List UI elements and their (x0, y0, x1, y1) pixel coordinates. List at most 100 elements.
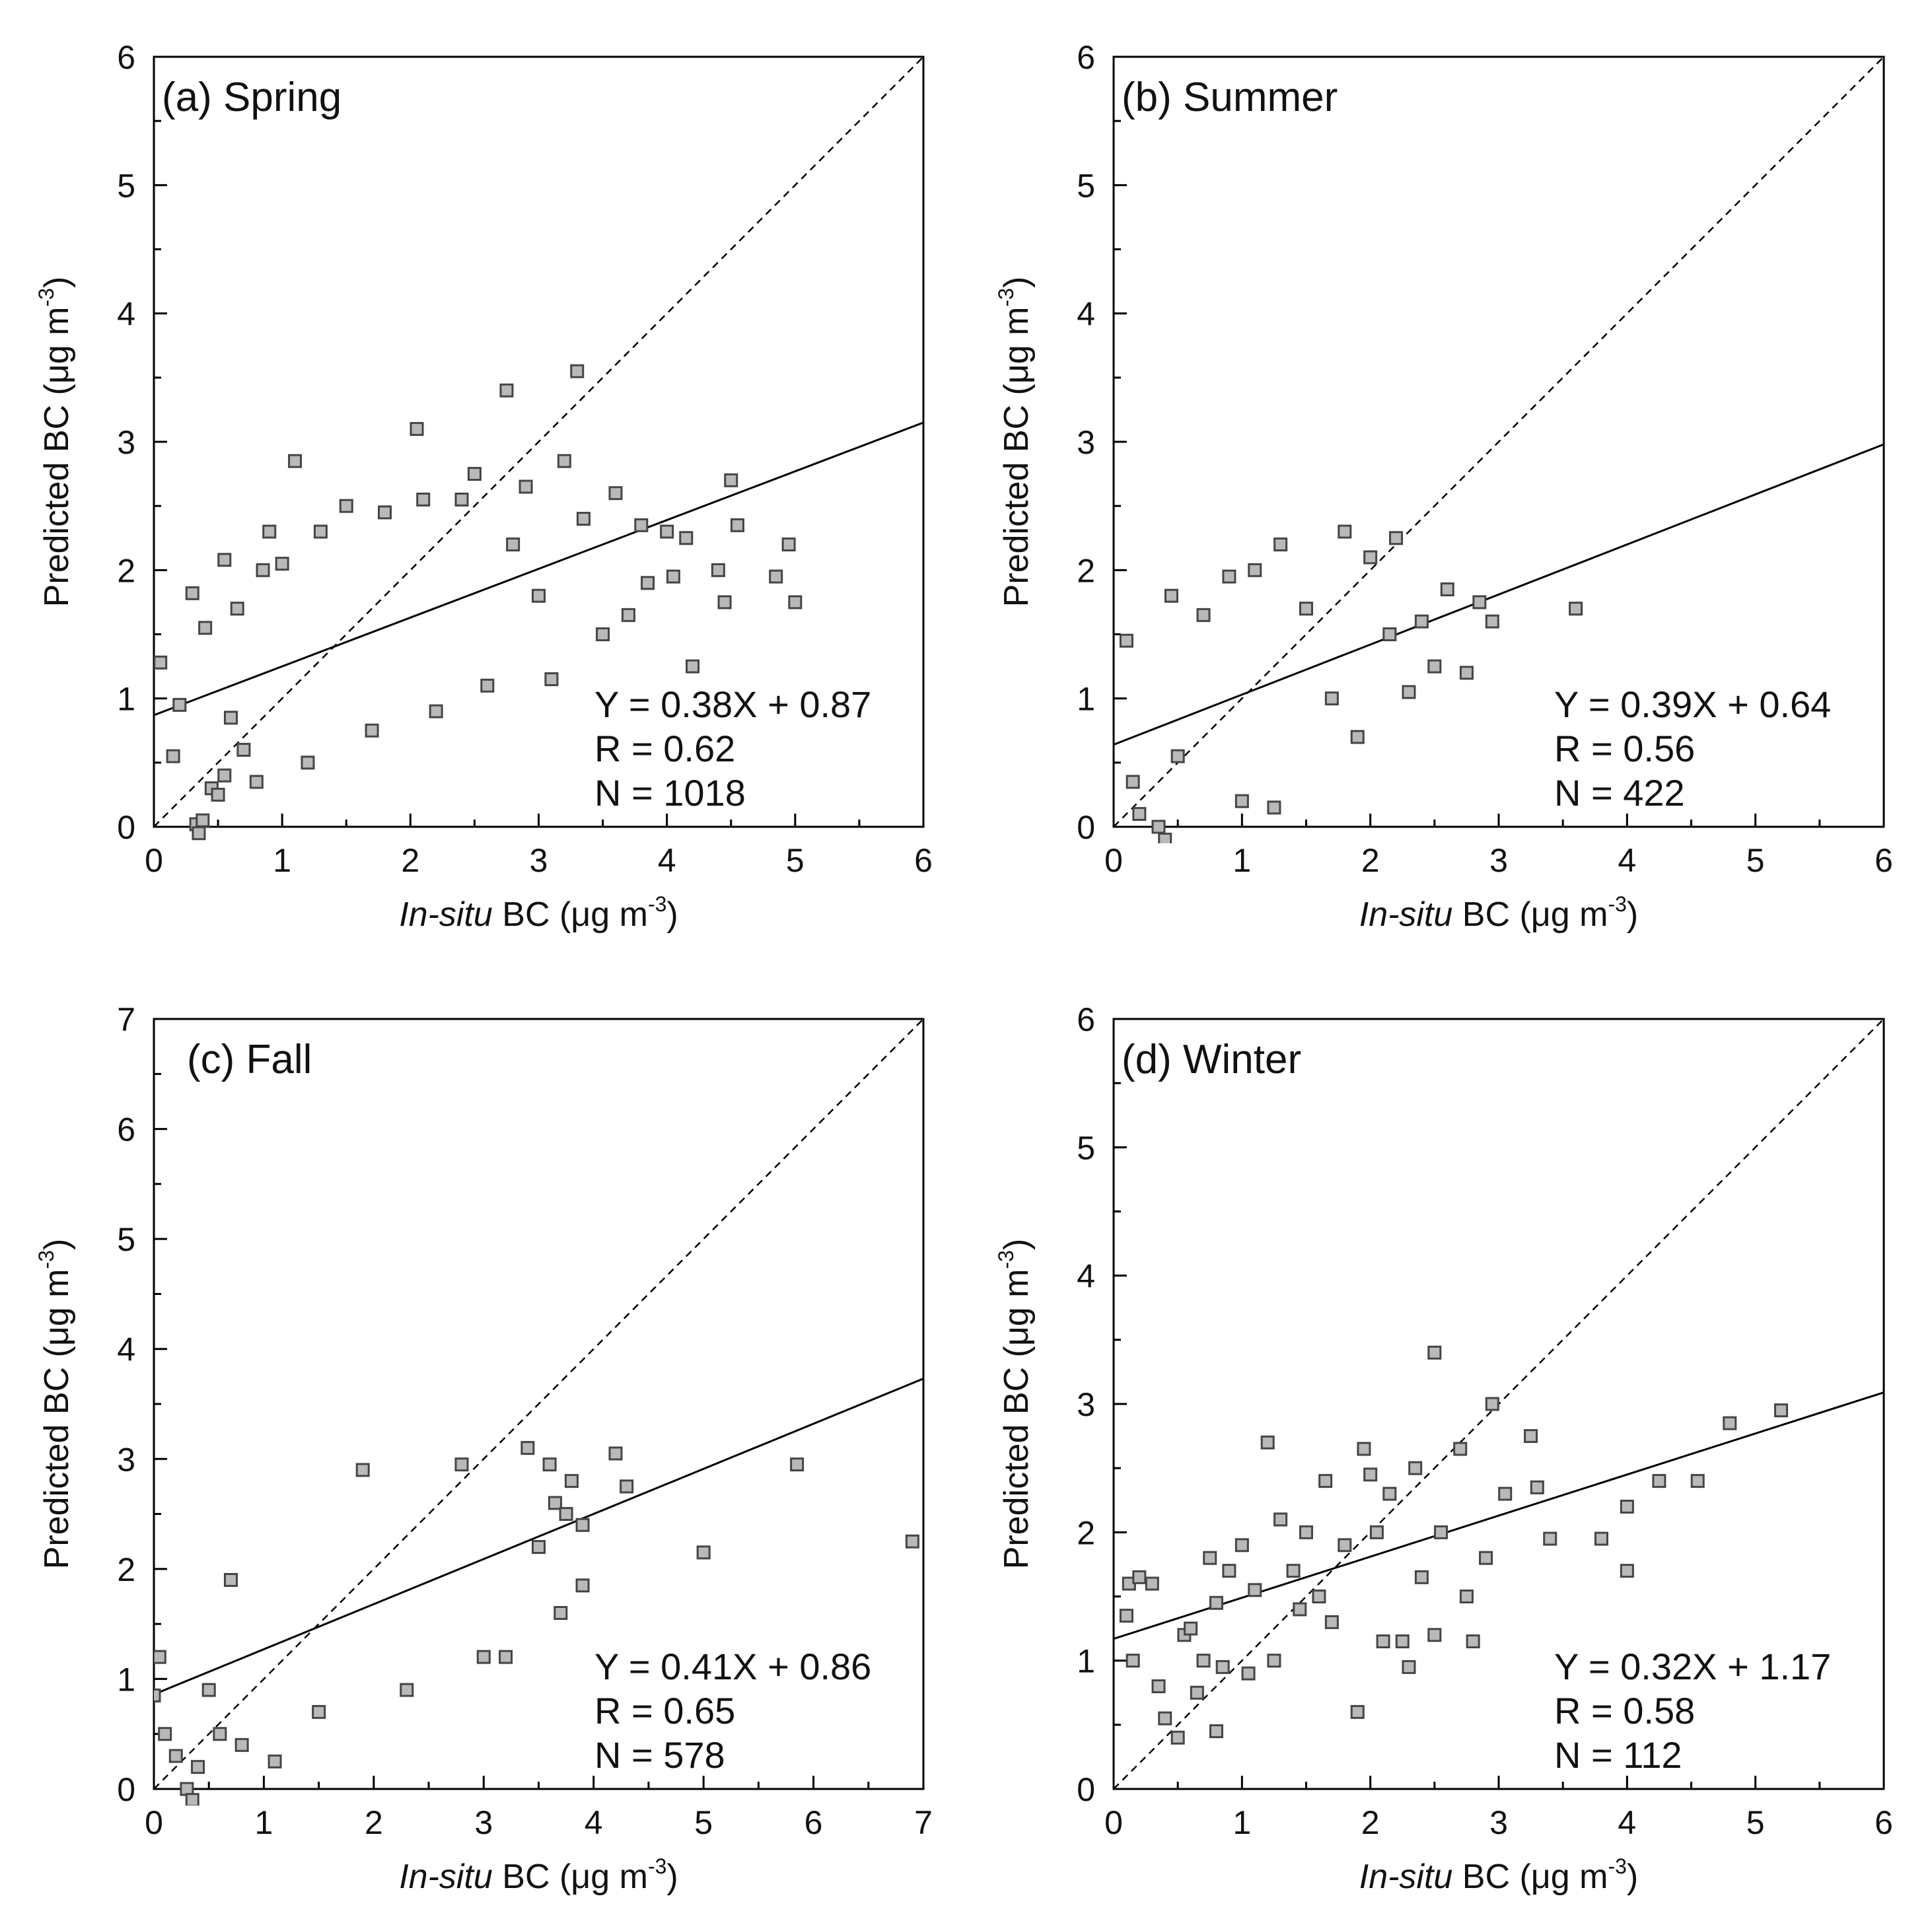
scatter-point (1414, 614, 1429, 629)
scatter-point (1350, 730, 1365, 744)
unit-exponent: -3 (648, 1854, 666, 1878)
scatter-point (1434, 1525, 1449, 1539)
scatter-point (1222, 569, 1236, 584)
scatter-point (1234, 1538, 1249, 1553)
y-tick-label: 3 (117, 424, 135, 461)
scatter-point (256, 563, 270, 577)
scatter-point (1196, 608, 1211, 622)
scatter-point (686, 659, 699, 674)
scatter-point (1158, 1711, 1172, 1726)
scatter-point (1369, 1525, 1384, 1539)
scatter-point (201, 1683, 216, 1697)
scatter-point (1151, 1679, 1166, 1694)
scatter-point (1459, 1590, 1474, 1603)
scatter-point (1382, 627, 1397, 641)
scatter-point (1260, 1435, 1275, 1450)
scatter-point (711, 563, 725, 577)
x-tick-label: 5 (694, 1804, 713, 1841)
scatter-point (608, 1446, 623, 1461)
panel-title: (c) Fall (187, 1037, 312, 1082)
scatter-point (268, 1754, 282, 1768)
scatter-point (499, 1650, 513, 1664)
scatter-point (288, 454, 303, 468)
scatter-point (1402, 685, 1416, 699)
y-tick-label: 1 (1077, 1643, 1095, 1680)
scatter-point (1241, 1666, 1256, 1681)
scatter-point (1312, 1590, 1326, 1603)
y-tick-label: 2 (1077, 552, 1095, 589)
scatter-point (1414, 1570, 1429, 1584)
scatter-point (192, 826, 206, 841)
scatter-point (262, 524, 277, 539)
scatter-point (542, 1457, 557, 1472)
scatter-point (1530, 1480, 1544, 1494)
scatter-point (1151, 820, 1166, 834)
y-tick-label: 0 (117, 809, 135, 846)
scatter-point (1338, 524, 1352, 539)
unit-exponent: -3 (1608, 892, 1626, 916)
scatter-point (400, 1683, 414, 1697)
scatter-point (905, 1534, 919, 1549)
one-to-one-line (153, 1018, 924, 1790)
scatter-point (1132, 1570, 1147, 1584)
scatter-point (1620, 1499, 1634, 1514)
unit-exponent: -3 (994, 288, 1018, 306)
scatter-point (532, 1540, 546, 1555)
y-tick-label: 1 (117, 681, 135, 718)
y-axis-title: Predicted BC (μg m-3) (34, 277, 76, 608)
scatter-point (1324, 691, 1339, 706)
scatter-point (730, 518, 744, 532)
scatter-point (1485, 1397, 1499, 1411)
panel-title: (b) Summer (1122, 75, 1338, 120)
x-axis-title: In-situ BC (μg m-3) (399, 892, 678, 934)
scatter-point (249, 775, 264, 789)
y-axis-title-text: Predicted BC (μg m (38, 1269, 76, 1570)
scatter-point (1466, 1634, 1480, 1649)
scatter-point (454, 492, 469, 507)
x-axis-title-italic: In-situ (1359, 895, 1453, 934)
scatter-point (532, 588, 546, 603)
scatter-point (1472, 595, 1487, 610)
regression-line (1113, 443, 1884, 746)
one-to-one-line (153, 56, 924, 827)
correlation-r: R = 0.56 (1554, 728, 1695, 769)
scatter-point (1215, 1660, 1230, 1674)
scatter-point (154, 1688, 161, 1702)
scatter-point (790, 1457, 805, 1472)
scatter-point (476, 1650, 491, 1664)
scatter-point (154, 1650, 166, 1664)
scatter-point (312, 1704, 326, 1719)
scatter-point (1382, 1487, 1397, 1501)
y-tick-label: 4 (1077, 296, 1095, 333)
x-axis-title-italic: In-situ (1359, 1858, 1453, 1896)
x-tick-label: 3 (474, 1804, 493, 1841)
scatter-point (172, 697, 187, 712)
x-tick-label: 2 (1361, 1804, 1380, 1841)
scatter-point (596, 627, 610, 641)
y-tick-label: 5 (117, 167, 135, 204)
scatter-point (1209, 1724, 1223, 1739)
y-tick-label: 4 (117, 296, 135, 333)
scatter-point (185, 1793, 199, 1805)
scatter-point (1273, 1512, 1288, 1527)
scatter-point (575, 1518, 590, 1532)
y-axis-title-text: Predicted BC (μg m (38, 307, 76, 608)
scatter-point (1408, 1461, 1423, 1475)
scatter-point (1273, 537, 1288, 551)
scatter-point (230, 602, 244, 616)
x-axis-title: In-situ BC (μg m-3) (399, 1854, 678, 1896)
x-tick-label: 4 (658, 842, 676, 879)
panel-winter: 0 1 2 3 4 5 6 0 1 2 3 4 5 6 (d) Winter Y = 0.32X + 1.17… (994, 1001, 1893, 1896)
y-tick-label: 0 (1077, 1771, 1095, 1808)
scatter-point (1363, 550, 1378, 565)
scatter-point (554, 1605, 568, 1620)
scatter-point (1569, 602, 1583, 616)
scatter-point (1427, 659, 1442, 674)
scatter-point (621, 608, 635, 622)
scatter-point (416, 492, 431, 507)
scatter-point (1299, 602, 1313, 616)
y-tick-label: 4 (117, 1331, 135, 1368)
x-tick-label: 5 (1746, 1804, 1765, 1841)
scatter-point (467, 467, 482, 481)
x-tick-label: 4 (1618, 1804, 1636, 1841)
